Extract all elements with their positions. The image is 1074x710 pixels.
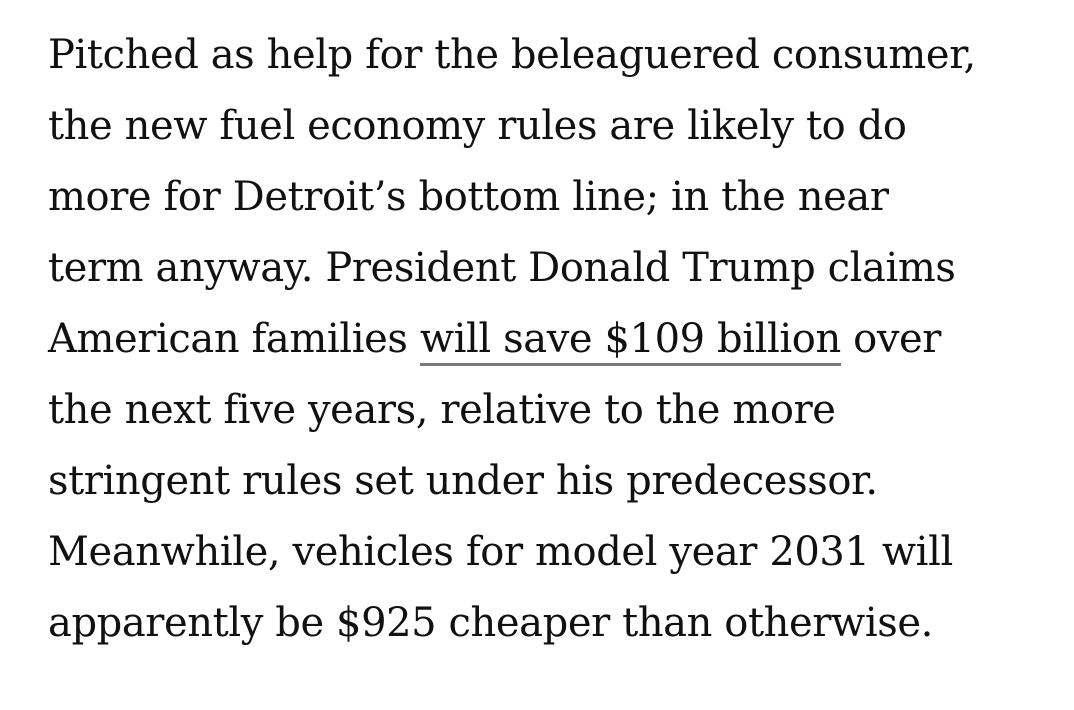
paragraph-line: apparently be $925 cheaper than otherwis…: [48, 600, 933, 646]
paragraph-line: Meanwhile, vehicles for model year 2031 …: [48, 529, 953, 575]
article-paragraph: Pitched as help for the beleaguered cons…: [48, 20, 1058, 659]
paragraph-text: over: [840, 316, 942, 362]
paragraph-line: more for Detroit’s bottom line; in the n…: [48, 174, 889, 220]
paragraph-line: the new fuel economy rules are likely to…: [48, 103, 907, 149]
paragraph-text: American families: [48, 316, 420, 362]
paragraph-line: Pitched as help for the beleaguered cons…: [48, 32, 976, 78]
paragraph-line-with-link: American families will save $109 billion…: [48, 304, 1058, 375]
savings-claim-link[interactable]: will save $109 billion: [419, 316, 841, 366]
paragraph-line: stringent rules set under his predecesso…: [48, 458, 878, 504]
paragraph-line: the next five years, relative to the mor…: [48, 387, 836, 433]
paragraph-line: term anyway. President Donald Trump clai…: [48, 245, 956, 291]
